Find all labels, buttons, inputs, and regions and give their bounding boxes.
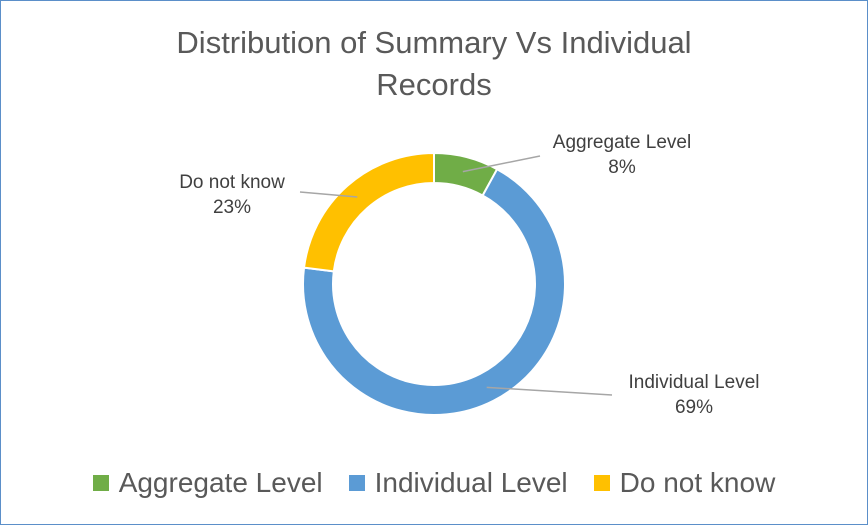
data-label-do-not-know: Do not know 23% [142,170,322,220]
data-label-aggregate-level-value: 8% [608,157,636,178]
donut-slice-individual-level[interactable] [302,167,566,416]
legend-label-individual-level: Individual Level [374,467,568,498]
donut-slice-do-not-know[interactable] [302,151,435,273]
chart-legend: Aggregate Level Individual Level Do not … [0,467,868,499]
legend-item-individual-level[interactable]: Individual Level [348,467,568,499]
data-label-individual-level: Individual Level 69% [604,370,784,420]
data-label-individual-level-name: Individual Level [628,372,760,393]
data-label-individual-level-value: 69% [674,397,714,418]
leader-line-do-not-know [299,191,358,198]
chart-title-line-2: Records [376,67,492,102]
legend-swatch-do-not-know [593,475,610,491]
data-label-aggregate-level: Aggregate Level 8% [532,130,712,180]
data-label-do-not-know-name: Do not know [179,172,285,193]
legend-item-aggregate-level[interactable]: Aggregate Level [92,467,323,499]
data-label-do-not-know-value: 23% [212,197,252,218]
chart-title: Distribution of Summary Vs Individual Re… [0,22,868,106]
legend-item-do-not-know[interactable]: Do not know [593,467,776,499]
chart-title-line-1: Distribution of Summary Vs Individual [176,25,692,60]
legend-swatch-aggregate-level [92,475,109,491]
legend-label-aggregate-level: Aggregate Level [118,467,323,498]
leader-line-individual-level [486,386,613,396]
data-label-aggregate-level-name: Aggregate Level [552,132,692,153]
legend-swatch-individual-level [348,475,365,491]
legend-label-do-not-know: Do not know [619,467,776,498]
leader-line-aggregate-level [462,155,541,173]
